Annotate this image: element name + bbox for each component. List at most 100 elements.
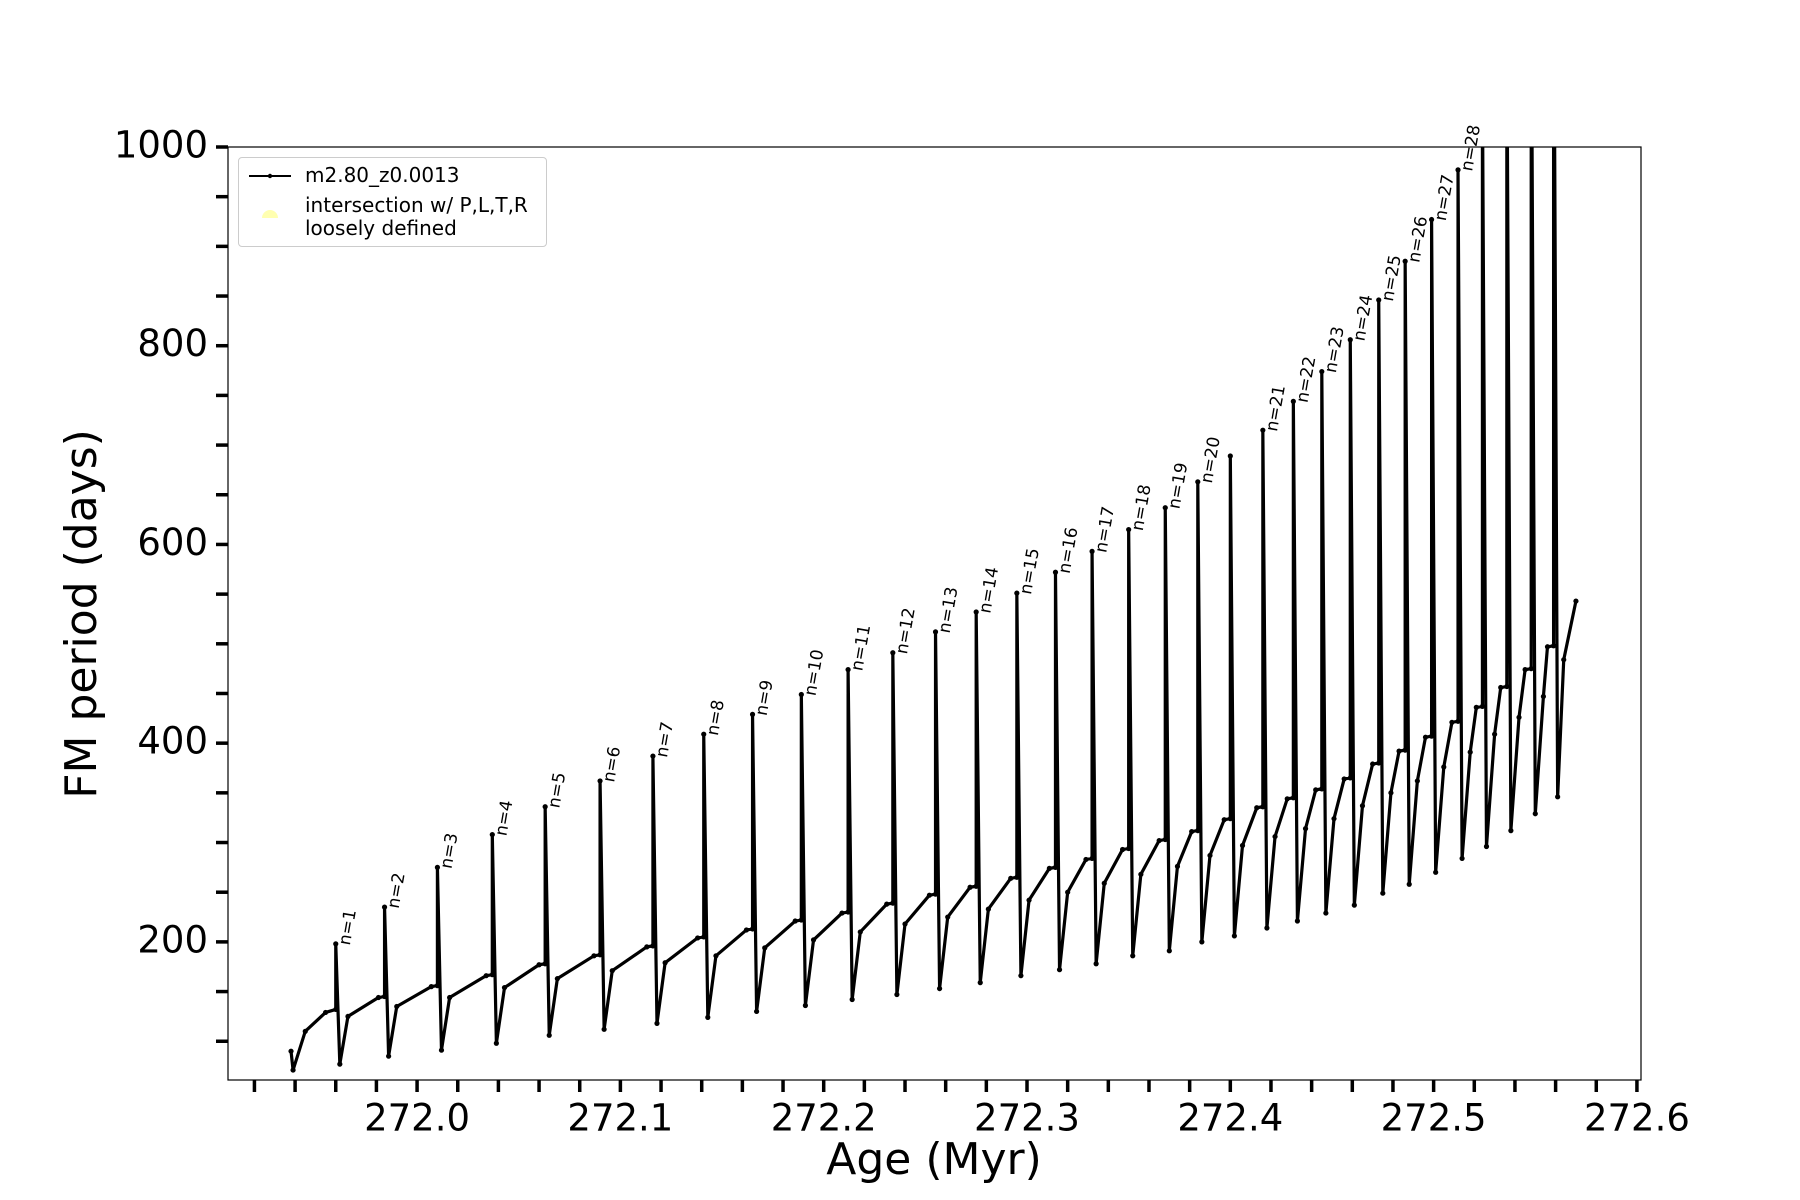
point [554,976,560,982]
point [1130,953,1136,959]
point [932,629,939,635]
point [1396,748,1402,754]
point [798,691,804,698]
point [381,993,388,1000]
y-tick-label: 1000 [114,124,208,167]
point [1174,863,1181,869]
point [483,973,489,979]
point [1455,718,1461,724]
point [1221,817,1227,823]
point [386,1053,392,1059]
point [1561,657,1567,663]
point [810,937,817,943]
annotation: n=6 [599,745,625,784]
point [434,864,441,870]
point [1189,828,1195,835]
point [1341,776,1347,782]
legend: m2.80_z0.0013 intersection w/ P,L,T,R lo… [238,157,547,247]
point [977,980,983,986]
point [1347,337,1353,343]
point [1302,826,1309,832]
point [839,910,845,916]
point [1052,864,1059,870]
point [1441,764,1447,770]
point [1428,216,1435,223]
point [333,1006,339,1013]
point [754,1008,760,1015]
point [1294,918,1301,924]
point [434,983,441,989]
point [1544,644,1551,650]
point [1455,167,1461,173]
point [1008,875,1014,881]
point [1227,453,1233,459]
annotation: n=24 [1349,293,1377,342]
point [501,984,508,991]
point [1290,795,1296,801]
point [798,917,804,923]
point [1479,703,1486,710]
x-axis-label: Age (Myr) [826,1134,1042,1185]
point [1483,843,1490,850]
point [375,994,382,1001]
point [701,731,707,737]
point [1498,684,1504,691]
point [1065,889,1071,895]
point [1195,828,1201,834]
point [542,804,548,810]
point [894,991,900,998]
point [1540,693,1547,700]
point [1433,869,1439,875]
point [884,901,890,907]
x-tick-label: 272.4 [1177,1097,1283,1140]
point [1376,297,1382,303]
point [1516,714,1522,720]
point [695,935,701,941]
point [337,1061,343,1067]
point [1207,852,1213,859]
annotation: n=25 [1378,253,1406,302]
point [1402,258,1408,264]
point [438,1047,445,1053]
point [936,985,943,992]
annotation: n=5 [544,771,570,810]
point [536,962,542,968]
point [1428,733,1435,739]
point [1331,816,1337,822]
point [1459,855,1465,862]
point [609,968,615,974]
point [857,929,863,935]
legend-swatch [267,173,273,179]
point [845,667,851,673]
point [1264,925,1270,931]
point [546,1032,552,1038]
point [802,1002,808,1009]
point [985,906,991,912]
point [1195,479,1201,485]
point [597,952,603,958]
annotation: n=13 [935,585,963,634]
point [1467,749,1473,755]
point [333,941,339,947]
y-tick-label: 400 [137,720,208,763]
point [493,1040,499,1046]
annotation: n=10 [801,648,829,697]
annotation: n=7 [652,720,678,759]
point [792,918,798,924]
point [1376,760,1382,766]
point [926,892,933,898]
x-tick-label: 272.0 [364,1097,470,1140]
annotation: n=8 [703,698,729,737]
annotation: n=3 [437,831,463,870]
point [1284,796,1290,802]
point [1313,787,1319,793]
point [1272,833,1278,840]
point [489,831,495,838]
point [447,994,453,1001]
point [1504,25,1509,30]
point [1260,804,1266,810]
point [1388,790,1394,796]
legend-entry: m2.80_z0.0013 [239,164,460,188]
annotation: n=4 [492,799,518,838]
point [1052,569,1059,575]
